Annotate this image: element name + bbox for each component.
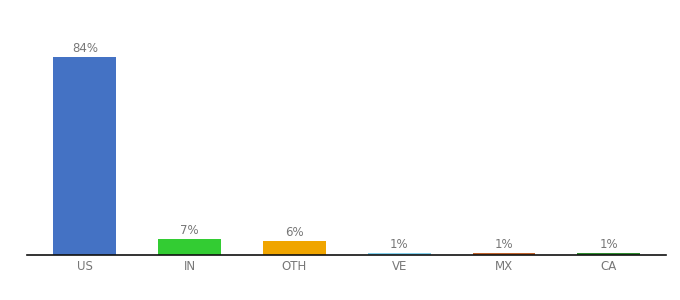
Text: 1%: 1% bbox=[600, 238, 618, 251]
Bar bbox=[473, 253, 535, 255]
Bar bbox=[263, 241, 326, 255]
Text: 6%: 6% bbox=[285, 226, 304, 239]
Text: 1%: 1% bbox=[494, 238, 513, 251]
Bar bbox=[54, 57, 116, 255]
Bar bbox=[158, 238, 221, 255]
Bar bbox=[577, 253, 640, 255]
Text: 1%: 1% bbox=[390, 238, 409, 251]
Text: 7%: 7% bbox=[180, 224, 199, 237]
Bar bbox=[368, 253, 430, 255]
Text: 84%: 84% bbox=[72, 42, 98, 55]
